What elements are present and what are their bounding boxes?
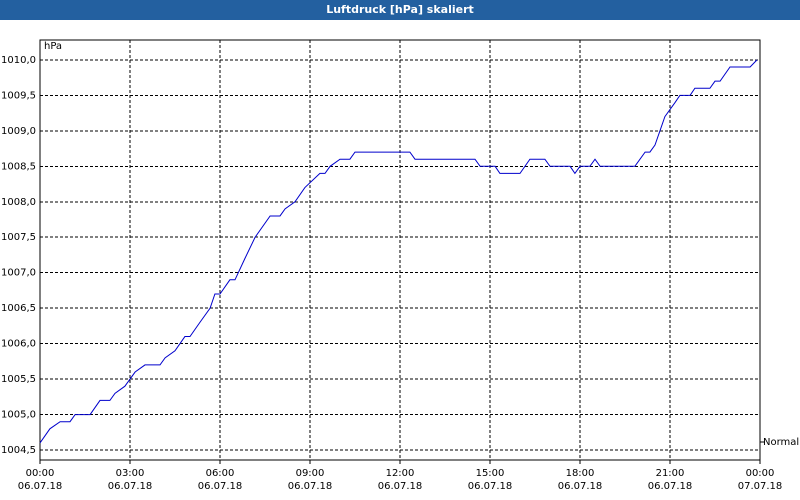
plot-frame	[39, 39, 761, 461]
x-tick-label: 09:00 06.07.18	[287, 468, 333, 492]
y-tick-label: 1008,5	[1, 161, 36, 172]
x-tick-label: 18:00 06.07.18	[557, 468, 603, 492]
x-tick-label: 00:00 07.07.18	[737, 468, 783, 492]
x-tick-label: 12:00 06.07.18	[377, 468, 423, 492]
y-tick-label: 1007,0	[1, 268, 36, 279]
x-tick-label: 21:00 06.07.18	[647, 468, 693, 492]
y-tick-label: 1009,0	[1, 126, 36, 137]
chart-title: Luftdruck [hPa] skaliert	[0, 0, 800, 20]
y-tick-label: 1010,0	[1, 55, 36, 66]
x-tick-label: 00:00 06.07.18	[17, 468, 63, 492]
y-tick-label: 1009,5	[1, 90, 36, 101]
y-tick-label: 1008,0	[1, 197, 36, 208]
y-tick-label: 1004,5	[1, 445, 36, 456]
y-tick-label: 1006,0	[1, 339, 36, 350]
y-tick-label: 1007,5	[1, 232, 36, 243]
y-tick-label: 1005,5	[1, 374, 36, 385]
x-tick-label: 15:00 06.07.18	[467, 468, 513, 492]
annotation: Normal	[763, 437, 799, 448]
x-tick-label: 06:00 06.07.18	[197, 468, 243, 492]
y-axis-label: hPa	[44, 41, 62, 52]
y-tick-label: 1006,5	[1, 303, 36, 314]
y-tick-label: 1005,0	[1, 410, 36, 421]
line	[39, 59, 758, 444]
x-tick-label: 03:00 06.07.18	[107, 468, 153, 492]
